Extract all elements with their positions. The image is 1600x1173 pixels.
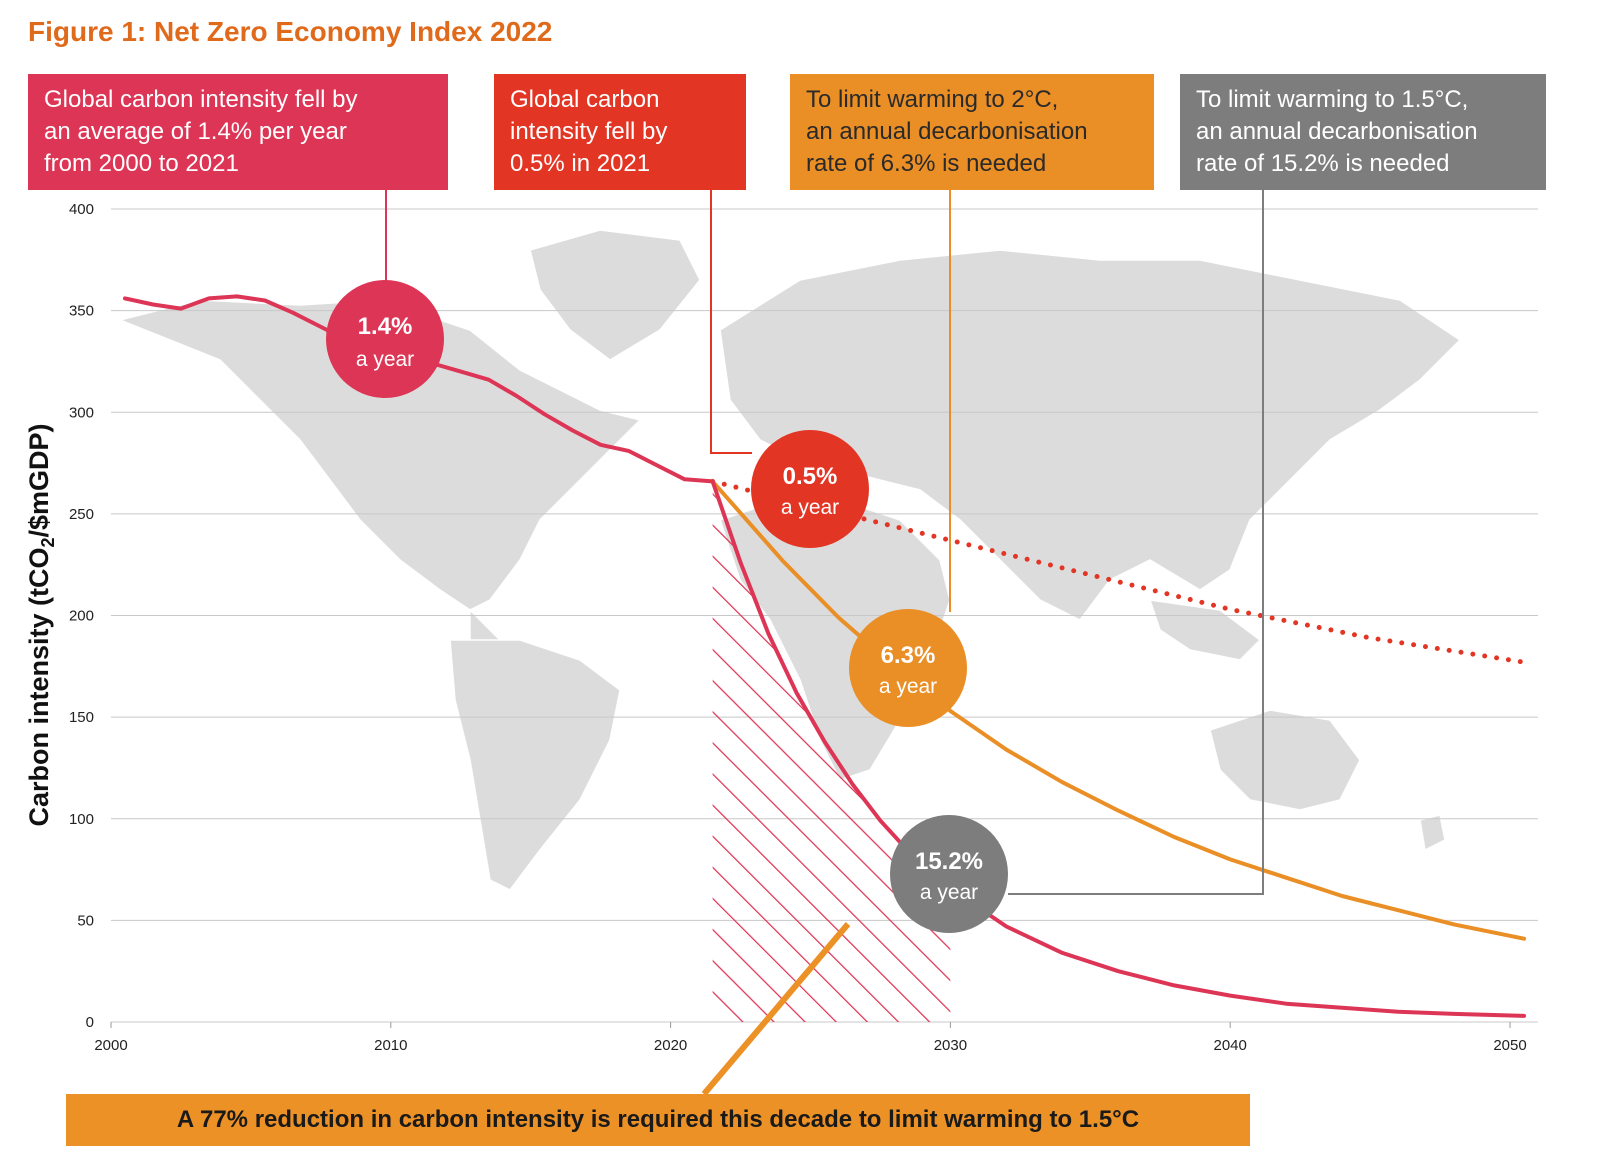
badge-sub: a year bbox=[920, 881, 978, 904]
x-tick-label: 2040 bbox=[1214, 1037, 1247, 1054]
y-tick-label: 100 bbox=[69, 811, 94, 828]
connector-15c-target bbox=[1008, 190, 1264, 895]
callout-2c-target: To limit warming to 2°C, an annual decar… bbox=[790, 74, 1154, 190]
callout-2021-decline: Global carbon intensity fell by 0.5% in … bbox=[494, 74, 746, 190]
x-tick-label: 2010 bbox=[374, 1037, 407, 1054]
map-australia bbox=[1209, 709, 1361, 811]
callout-15c-target: To limit warming to 1.5°C, an annual dec… bbox=[1180, 74, 1546, 190]
callout-line: 0.5% in 2021 bbox=[510, 150, 651, 177]
y-axis-ticks: 0 50 100 150 200 250 300 350 400 bbox=[69, 201, 94, 1031]
x-axis-ticks: 2000 2010 2020 2030 2040 2050 bbox=[94, 1022, 1527, 1054]
y-tick-label: 250 bbox=[69, 506, 94, 523]
callout-line: an average of 1.4% per year bbox=[44, 118, 347, 145]
badge-15-2-percent: 15.2% a year bbox=[890, 815, 1008, 933]
x-tick-label: 2020 bbox=[654, 1037, 687, 1054]
x-tick-label: 2050 bbox=[1493, 1037, 1526, 1054]
map-greenland bbox=[529, 229, 701, 361]
badge-pct: 15.2% bbox=[915, 848, 983, 875]
callout-line: To limit warming to 1.5°C, bbox=[1196, 86, 1469, 113]
badge-sub: a year bbox=[781, 496, 839, 519]
callout-line: To limit warming to 2°C, bbox=[806, 86, 1059, 113]
connector-2021-decline bbox=[710, 190, 752, 454]
footer-banner: A 77% reduction in carbon intensity is r… bbox=[66, 1094, 1250, 1146]
callout-line: from 2000 to 2021 bbox=[44, 150, 239, 177]
x-tick-label: 2030 bbox=[934, 1037, 967, 1054]
figure-title: Figure 1: Net Zero Economy Index 2022 bbox=[28, 16, 553, 47]
callout-line: intensity fell by bbox=[510, 118, 668, 145]
callout-avg-decline: Global carbon intensity fell by an avera… bbox=[28, 74, 448, 190]
world-map-background bbox=[117, 229, 1462, 891]
callout-line: Global carbon intensity fell by bbox=[44, 86, 358, 113]
callout-line: Global carbon bbox=[510, 86, 660, 113]
y-tick-label: 200 bbox=[69, 608, 94, 625]
y-tick-label: 150 bbox=[69, 709, 94, 726]
map-south-america bbox=[449, 639, 621, 891]
badge-pct: 6.3% bbox=[881, 642, 936, 669]
badge-0-5-percent: 0.5% a year bbox=[751, 430, 869, 548]
y-tick-label: 50 bbox=[77, 912, 94, 929]
y-tick-label: 300 bbox=[69, 404, 94, 421]
y-tick-label: 350 bbox=[69, 303, 94, 320]
callout-line: an annual decarbonisation bbox=[1196, 118, 1478, 145]
y-axis-label: Carbon intensity (tCO2/$mGDP) bbox=[24, 423, 58, 826]
series-line-2 bbox=[710, 479, 1526, 941]
callout-line: rate of 6.3% is needed bbox=[806, 150, 1047, 177]
y-tick-label: 400 bbox=[69, 201, 94, 218]
badge-pct: 0.5% bbox=[783, 463, 838, 490]
badge-6-3-percent: 6.3% a year bbox=[849, 609, 967, 727]
map-north-america bbox=[117, 299, 642, 611]
badge-pct: 1.4% bbox=[358, 313, 413, 340]
connector-footer bbox=[701, 922, 851, 1096]
callout-line: rate of 15.2% is needed bbox=[1196, 150, 1450, 177]
badge-sub: a year bbox=[356, 348, 414, 371]
badge-sub: a year bbox=[879, 675, 937, 698]
callout-line: an annual decarbonisation bbox=[806, 118, 1088, 145]
x-tick-label: 2000 bbox=[94, 1037, 127, 1054]
map-new-zealand bbox=[1419, 814, 1446, 852]
y-tick-label: 0 bbox=[86, 1014, 94, 1031]
badge-1-4-percent: 1.4% a year bbox=[326, 280, 444, 398]
map-southeast-asia bbox=[1148, 599, 1262, 661]
